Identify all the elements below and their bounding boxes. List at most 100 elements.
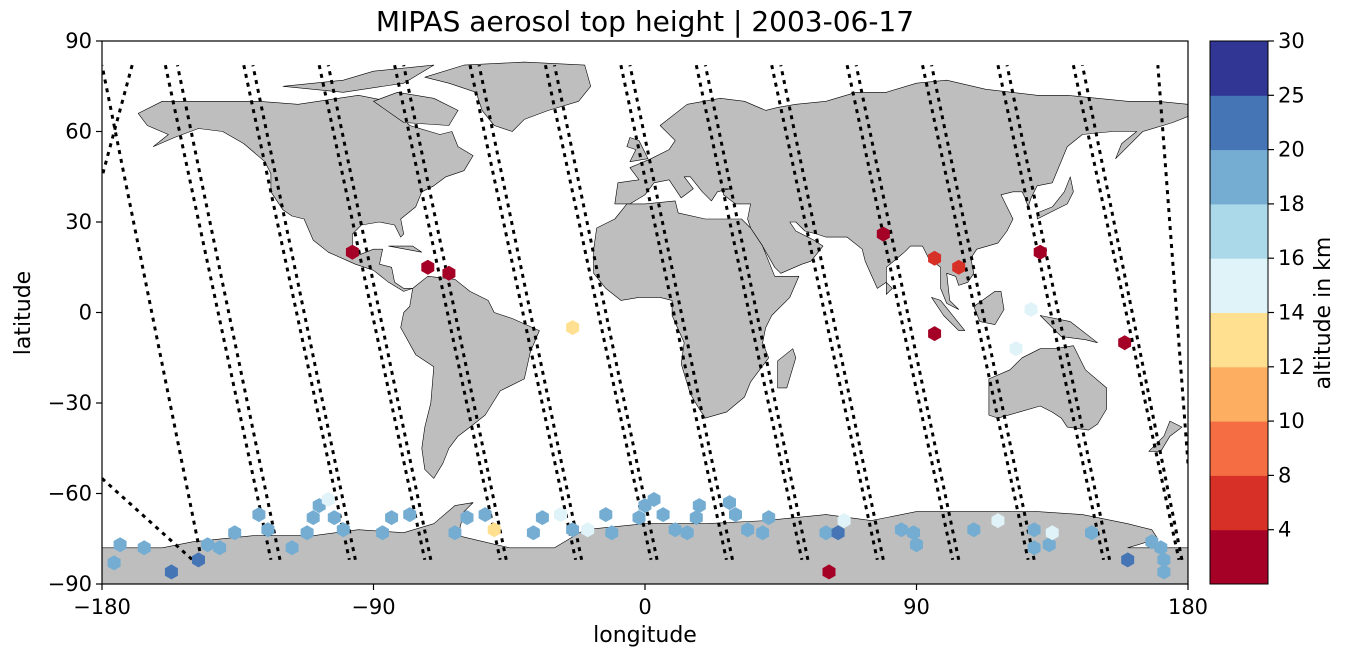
- orbit-track: [543, 64, 653, 561]
- orbit-track: [477, 64, 584, 561]
- orbit-track: [1071, 64, 1181, 561]
- orbit-track: [251, 64, 357, 561]
- colorbar-tick-label: 20: [1278, 138, 1305, 162]
- orbit-tracks-layer: [102, 64, 1188, 561]
- x-axis-label: longitude: [593, 623, 697, 648]
- aerosol-point: [201, 537, 215, 553]
- y-axis-ticks: 90 60 30 0 −30 −60 −90: [48, 29, 102, 596]
- aerosol-point: [113, 537, 127, 553]
- x-tick-label: −180: [73, 595, 131, 619]
- x-tick-label: 90: [903, 595, 930, 619]
- aerosol-point: [213, 540, 227, 556]
- orbit-track: [996, 64, 1106, 561]
- map-panel: [101, 40, 1189, 585]
- aerosol-point: [460, 510, 474, 526]
- aerosol-point: [656, 507, 670, 523]
- orbit-track: [619, 64, 728, 561]
- y-tick-label: 90: [65, 29, 92, 53]
- aerosol-point: [1085, 525, 1098, 541]
- orbit-track: [845, 64, 955, 561]
- orbit-track: [393, 64, 502, 561]
- aerosol-point: [1033, 244, 1047, 260]
- colorbar-tick-label: 30: [1278, 29, 1305, 53]
- aerosol-point: [907, 525, 920, 541]
- aerosol-point: [376, 525, 389, 541]
- land-new-guinea: [1039, 315, 1098, 344]
- aerosol-point: [756, 525, 770, 541]
- aerosol-point: [910, 537, 923, 553]
- y-tick-label: −30: [48, 391, 92, 415]
- colorbar-bin: [1210, 529, 1268, 585]
- colorbar-bin: [1210, 475, 1268, 531]
- aerosol-point: [164, 564, 178, 580]
- aerosol-point: [822, 564, 836, 580]
- aerosol-point: [831, 525, 845, 541]
- orbit-track: [1080, 64, 1184, 561]
- aerosol-point: [819, 525, 833, 541]
- aerosol-point: [952, 259, 966, 275]
- aerosol-point: [327, 510, 341, 526]
- aerosol-point: [967, 522, 981, 538]
- aerosol-point: [252, 507, 266, 523]
- aerosol-point: [692, 498, 706, 514]
- aerosol-point: [336, 522, 350, 538]
- land-great-britain: [626, 137, 649, 162]
- land-north-america: [137, 95, 474, 292]
- aerosol-point: [192, 552, 205, 568]
- colorbar-bin: [1210, 203, 1268, 259]
- aerosol-point: [285, 540, 299, 556]
- colorbar-tick-label: 4: [1278, 518, 1291, 542]
- land-arctic-islands: [282, 64, 435, 93]
- aerosol-point: [421, 259, 435, 275]
- colorbar-bin: [1210, 421, 1268, 476]
- orbit-track: [326, 64, 433, 561]
- aerosol-point: [321, 492, 335, 507]
- aerosol-point: [526, 525, 540, 541]
- colorbar-bin: [1210, 41, 1268, 96]
- aerosol-point: [991, 513, 1005, 529]
- aerosol-point: [261, 522, 275, 538]
- aerosol-point: [894, 522, 908, 538]
- aerosol-point: [306, 510, 320, 526]
- orbit-track: [1156, 65, 1188, 464]
- land-sri-lanka: [885, 281, 893, 295]
- aerosol-point: [137, 540, 151, 556]
- land-layer: [102, 61, 1188, 584]
- aerosol-point: [1027, 540, 1041, 556]
- orbit-track: [102, 64, 204, 561]
- land-baffin-island: [373, 92, 459, 126]
- land-japan: [1036, 176, 1074, 220]
- aerosol-point: [1157, 564, 1171, 580]
- y-tick-label: 60: [65, 120, 92, 144]
- aerosol-point: [1027, 522, 1041, 538]
- aerosol-point: [478, 507, 492, 523]
- aerosol-point: [928, 250, 942, 266]
- aerosol-point: [566, 320, 580, 336]
- aerosol-point: [928, 326, 942, 342]
- colorbar: 30 25 20 18 16 14 12 10 8 4: [1209, 29, 1305, 585]
- land-madagascar: [777, 348, 797, 389]
- aerosol-point: [1118, 335, 1132, 351]
- colorbar-tick-label: 10: [1278, 409, 1305, 433]
- aerosol-point: [605, 525, 619, 541]
- colorbar-bin: [1210, 149, 1268, 205]
- aerosol-point: [1045, 525, 1059, 541]
- aerosol-point: [689, 510, 703, 526]
- colorbar-bin: [1210, 312, 1268, 368]
- chart-title: MIPAS aerosol top height | 2003-06-17: [376, 5, 914, 38]
- colorbar-tick-label: 8: [1278, 463, 1291, 487]
- orbit-track: [553, 64, 659, 561]
- colorbar-tick-label: 18: [1278, 192, 1305, 216]
- orbit-track: [694, 64, 804, 561]
- y-tick-label: 0: [79, 301, 92, 325]
- aerosol-point: [535, 510, 549, 526]
- aerosol-point: [837, 513, 851, 529]
- colorbar-tick-label: 25: [1278, 83, 1305, 107]
- y-tick-label: −90: [48, 572, 92, 596]
- aerosol-point: [723, 495, 736, 511]
- x-tick-label: 0: [638, 595, 651, 619]
- aerosol-point: [762, 510, 776, 526]
- aerosol-point: [1121, 552, 1135, 568]
- land-borneo: [973, 291, 1005, 325]
